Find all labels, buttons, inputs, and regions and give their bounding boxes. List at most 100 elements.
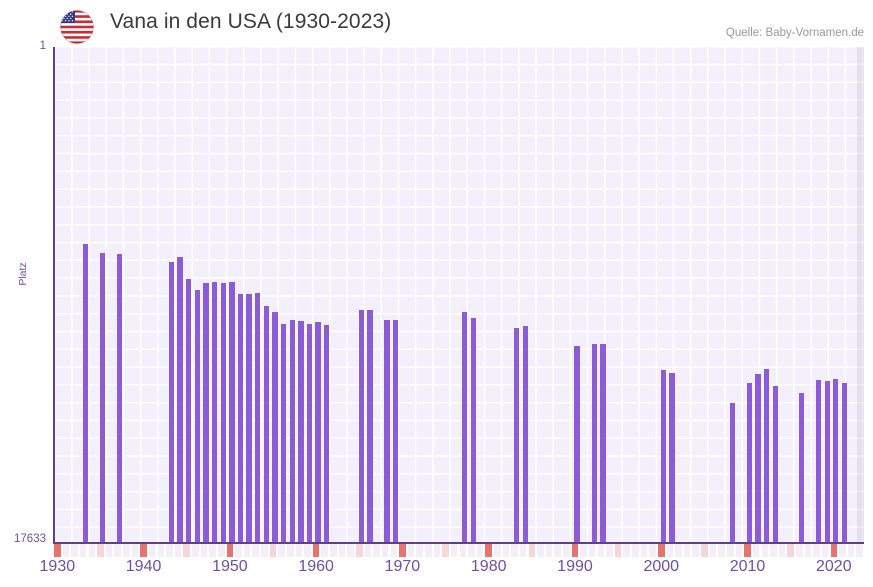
- bar: [203, 282, 209, 542]
- x-tick-minor: [286, 544, 294, 557]
- x-tick-minor: [416, 544, 423, 557]
- x-tick-minor: [494, 544, 501, 557]
- y-axis-label-bottom: 17633: [14, 533, 46, 545]
- x-tick-minor: [347, 544, 354, 557]
- bar: [220, 283, 226, 542]
- x-tick-minor: [192, 544, 199, 557]
- x-tick-minor: [563, 544, 570, 557]
- x-axis-tick-label: 1970: [384, 558, 421, 575]
- x-tick-minor: [269, 544, 277, 557]
- x-tick-minor: [623, 544, 630, 557]
- x-tick-minor: [554, 544, 561, 557]
- bar: [99, 253, 106, 542]
- bar: [280, 324, 287, 542]
- x-tick-minor: [804, 544, 812, 557]
- x-axis-tick-label: 1930: [39, 558, 76, 575]
- x-tick-minor: [183, 544, 190, 557]
- x-tick-minor: [148, 544, 156, 557]
- chart-source-label: Quelle: Baby-Vornamen.de: [725, 27, 864, 39]
- x-tick-minor: [459, 544, 467, 557]
- x-tick-minor: [847, 544, 855, 557]
- x-tick-major: [571, 544, 579, 557]
- x-tick-minor: [114, 544, 121, 557]
- x-tick-minor: [839, 544, 846, 557]
- chart-title: Vana in den USA (1930-2023): [110, 10, 392, 33]
- bar: [574, 346, 580, 542]
- x-tick-minor: [321, 544, 329, 557]
- x-tick-minor: [770, 544, 777, 557]
- x-tick-minor: [407, 544, 415, 557]
- bar: [367, 309, 373, 542]
- x-tick-minor: [235, 544, 242, 557]
- x-tick-minor: [683, 544, 691, 557]
- x-axis-tick-label: 1980: [470, 558, 507, 575]
- x-tick-minor: [425, 544, 432, 557]
- bar: [755, 373, 761, 542]
- chart-header: Vana in den USA (1930-2023) Quelle: Baby…: [0, 0, 873, 46]
- x-tick-minor: [468, 544, 475, 557]
- bar: [168, 262, 175, 542]
- bar: [513, 328, 520, 542]
- x-tick-minor: [701, 544, 708, 557]
- x-tick-major: [54, 544, 61, 557]
- x-tick-minor: [640, 544, 648, 557]
- x-tick-minor: [632, 544, 639, 557]
- x-tick-minor: [675, 544, 682, 557]
- bar: [298, 320, 304, 542]
- bar: [772, 386, 779, 542]
- bar: [255, 293, 261, 542]
- x-tick-minor: [62, 544, 70, 557]
- bar: [824, 381, 830, 542]
- future-shaded-band: [857, 47, 864, 542]
- x-axis-tick-label: 1940: [125, 558, 162, 575]
- x-axis-tick-label: 1990: [557, 558, 593, 575]
- x-tick-minor: [304, 544, 311, 557]
- x-tick-minor: [278, 544, 285, 557]
- x-tick-minor: [856, 544, 863, 557]
- x-tick-minor: [166, 544, 173, 557]
- bar: [660, 370, 666, 542]
- x-tick-minor: [537, 544, 544, 557]
- bar: [117, 253, 123, 542]
- x-tick-minor: [821, 544, 829, 557]
- x-tick-minor: [813, 544, 820, 557]
- x-axis-tick-label: 1960: [298, 558, 334, 575]
- bar: [841, 383, 848, 542]
- bar: [237, 294, 244, 542]
- x-tick-minor: [105, 544, 113, 557]
- x-axis-labels: 1930 1940 1950 1960 1970 1980 1990 2000 2010 2020: [0, 558, 873, 584]
- x-tick-minor: [243, 544, 251, 557]
- x-tick-minor: [606, 544, 613, 557]
- x-tick-major: [399, 544, 406, 557]
- x-tick-minor: [476, 544, 484, 557]
- x-tick-minor: [718, 544, 725, 557]
- x-tick-minor: [442, 544, 449, 557]
- x-axis-tick-label: 2000: [643, 558, 680, 575]
- x-tick-minor: [528, 544, 536, 557]
- x-tick-minor: [200, 544, 208, 557]
- bar: [393, 319, 399, 542]
- bar: [186, 279, 192, 542]
- y-axis-label-top: 1: [39, 40, 46, 52]
- x-tick-major: [657, 544, 665, 557]
- x-tick-minor: [614, 544, 622, 557]
- bar: [306, 323, 313, 542]
- x-axis-tick-strip: [53, 544, 864, 557]
- x-tick-minor: [519, 544, 527, 557]
- x-tick-minor: [511, 544, 518, 557]
- bar: [324, 324, 330, 542]
- bar: [833, 379, 839, 542]
- bar: [194, 290, 201, 542]
- x-tick-minor: [71, 544, 78, 557]
- bar: [263, 306, 270, 542]
- x-tick-minor: [545, 544, 553, 557]
- x-tick-minor: [88, 544, 96, 557]
- x-axis-tick-label: 2020: [816, 558, 852, 575]
- bar: [246, 293, 252, 542]
- x-tick-minor: [502, 544, 510, 557]
- x-tick-minor: [295, 544, 303, 557]
- x-tick-major: [140, 544, 147, 557]
- x-tick-minor: [580, 544, 587, 557]
- x-tick-major: [485, 544, 492, 557]
- x-tick-major: [830, 544, 838, 557]
